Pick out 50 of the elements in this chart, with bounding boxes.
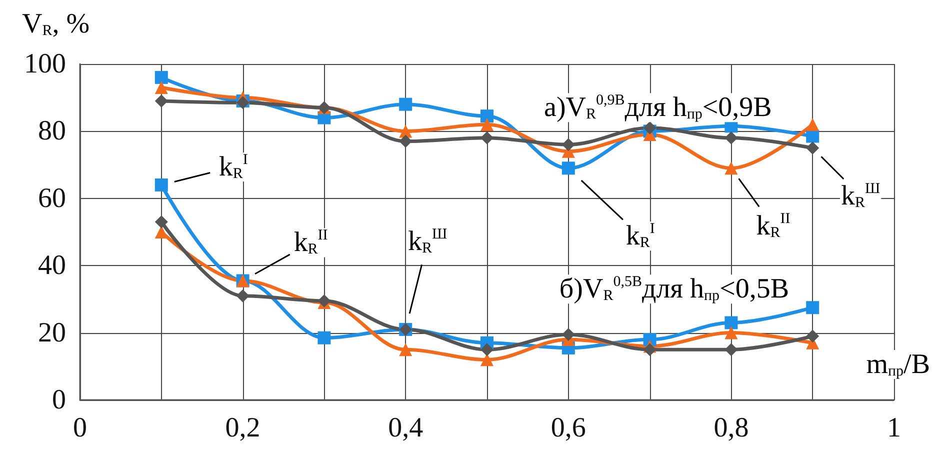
y-tick-label: 40 — [38, 250, 66, 282]
x-tick-label: 0 — [73, 412, 87, 444]
point — [154, 178, 168, 192]
point — [399, 98, 412, 111]
point — [806, 118, 820, 131]
series-label: kRII — [756, 210, 790, 242]
point — [724, 131, 738, 144]
point — [154, 94, 168, 108]
point — [480, 118, 494, 131]
point — [724, 316, 738, 330]
point — [562, 328, 575, 341]
point — [643, 343, 656, 356]
point — [154, 81, 168, 94]
point — [480, 131, 494, 144]
point — [643, 121, 656, 134]
y-tick-label: 100 — [24, 48, 66, 80]
x-tick-label: 0,6 — [550, 412, 586, 444]
point — [562, 162, 575, 175]
point — [480, 353, 494, 366]
point — [806, 301, 820, 314]
point — [154, 215, 168, 228]
point — [806, 330, 820, 343]
x-tick-label: 1 — [887, 412, 901, 444]
x-tick-label: 0,2 — [225, 412, 260, 444]
y-axis-title: VR, % — [22, 8, 90, 40]
point — [724, 162, 738, 175]
y-tick-label: 60 — [38, 182, 66, 214]
point — [562, 138, 575, 152]
series-label: kRШ — [841, 180, 880, 212]
series-label: kRII — [294, 227, 328, 258]
point — [724, 343, 738, 356]
point — [154, 226, 168, 238]
point — [154, 70, 168, 84]
point — [724, 326, 738, 340]
x-tick-label: 0,4 — [388, 412, 424, 444]
point — [399, 134, 412, 148]
y-tick-label: 0 — [52, 384, 66, 416]
x-axis-title: mпр/В — [866, 349, 930, 380]
text: kRШ — [408, 226, 448, 257]
y-tick-label: 80 — [38, 116, 66, 147]
point — [806, 142, 820, 154]
point — [480, 343, 494, 356]
y-tick-label: 20 — [38, 317, 66, 348]
series-label: kRI — [218, 151, 248, 182]
x-tick-label: 0,8 — [714, 412, 749, 444]
text: kRI — [626, 220, 655, 252]
point — [318, 331, 331, 344]
point — [236, 289, 250, 302]
point — [480, 110, 494, 123]
point — [399, 343, 412, 356]
